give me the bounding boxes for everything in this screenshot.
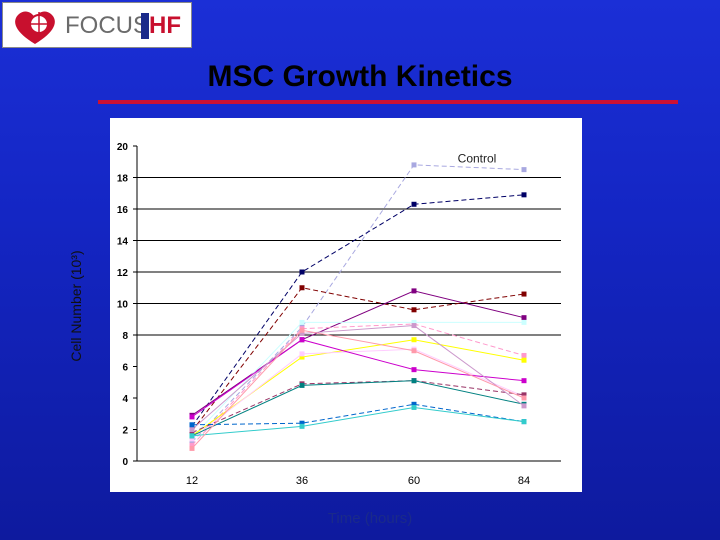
y-tick-label: 20 xyxy=(117,142,129,153)
data-point xyxy=(189,442,195,448)
data-point xyxy=(521,291,527,297)
logo: FOCUSHF xyxy=(2,2,192,48)
data-point xyxy=(299,330,305,336)
data-point xyxy=(411,367,417,373)
series-line xyxy=(191,323,525,446)
data-point xyxy=(299,351,305,357)
series-line xyxy=(191,164,525,443)
data-point xyxy=(189,433,195,439)
data-point xyxy=(299,423,305,429)
y-tick-label: 10 xyxy=(117,300,129,311)
data-point xyxy=(411,401,417,407)
y-tick-label: 14 xyxy=(117,237,129,248)
data-point xyxy=(521,167,527,173)
data-point xyxy=(411,348,417,354)
series-line xyxy=(191,339,525,418)
series-line xyxy=(191,194,525,427)
series-line xyxy=(191,406,525,437)
x-tick-label: 60 xyxy=(408,475,420,487)
x-tick-label: 12 xyxy=(186,475,198,487)
data-point xyxy=(411,319,417,325)
data-point xyxy=(189,427,195,432)
data-point xyxy=(521,315,527,321)
growth-chart: 0 2 4 6 8 10 12 14 16 18 20 12 36 60 84 Control xyxy=(117,142,561,487)
data-point xyxy=(299,327,305,333)
data-point xyxy=(521,392,527,398)
data-point xyxy=(299,382,305,388)
y-tick-label: 12 xyxy=(117,268,129,279)
data-point xyxy=(521,403,527,409)
data-point xyxy=(299,269,305,275)
series-line xyxy=(191,339,525,437)
series-line xyxy=(191,380,525,437)
data-point xyxy=(411,323,417,329)
data-point xyxy=(189,436,195,442)
series-line xyxy=(191,287,525,432)
data-point xyxy=(521,378,527,384)
data-point xyxy=(411,404,417,410)
data-point xyxy=(411,288,417,294)
logo-divider-bar xyxy=(141,13,149,39)
x-tick-label: 36 xyxy=(296,475,308,487)
series-line xyxy=(191,403,525,426)
chart-annotation: Control xyxy=(458,152,497,166)
x-tick-label: 84 xyxy=(518,475,530,487)
y-tick-label: 4 xyxy=(122,394,128,405)
data-point xyxy=(299,319,305,325)
series-line xyxy=(191,329,525,449)
series-line xyxy=(191,348,525,440)
data-point xyxy=(521,192,527,198)
data-point xyxy=(299,354,305,360)
y-axis-label-text: Cell Number (10³) xyxy=(68,250,84,362)
data-point xyxy=(521,319,527,325)
data-point xyxy=(299,285,305,291)
y-tick-label: 6 xyxy=(122,363,128,374)
logo-wordmark: FOCUSHF xyxy=(65,13,181,39)
data-point xyxy=(189,422,195,428)
y-tick-label: 0 xyxy=(122,457,128,468)
data-point xyxy=(411,378,417,384)
data-point xyxy=(411,201,417,207)
data-point xyxy=(411,307,417,313)
series-line xyxy=(191,380,525,434)
data-point xyxy=(521,357,527,363)
logo-brand-main: FOCUS xyxy=(65,12,149,39)
data-point xyxy=(411,337,417,343)
series-line xyxy=(191,321,524,438)
heart-crosshair-logo-icon xyxy=(15,11,55,44)
y-tick-label: 8 xyxy=(122,331,128,342)
y-tick-label: 18 xyxy=(117,174,129,185)
data-point xyxy=(189,430,195,436)
x-axis-label: Time (hours) xyxy=(327,510,413,527)
title-underline xyxy=(98,100,678,104)
data-point xyxy=(299,337,305,343)
y-tick-label: 16 xyxy=(117,205,129,216)
chart-panel: 0 2 4 6 8 10 12 14 16 18 20 12 36 60 84 Control xyxy=(110,118,582,492)
y-tick-label: 2 xyxy=(122,426,128,437)
data-point xyxy=(189,414,195,420)
data-point xyxy=(189,445,195,451)
series-line xyxy=(191,325,525,430)
data-point xyxy=(299,420,305,426)
logo-brand-accent: HF xyxy=(149,12,181,39)
data-point xyxy=(521,395,527,401)
series-line xyxy=(191,290,525,416)
data-point xyxy=(521,419,527,425)
data-point xyxy=(189,439,195,445)
data-point xyxy=(411,162,417,168)
data-point xyxy=(521,352,527,358)
slide-title: MSC Growth Kinetics xyxy=(207,60,513,93)
